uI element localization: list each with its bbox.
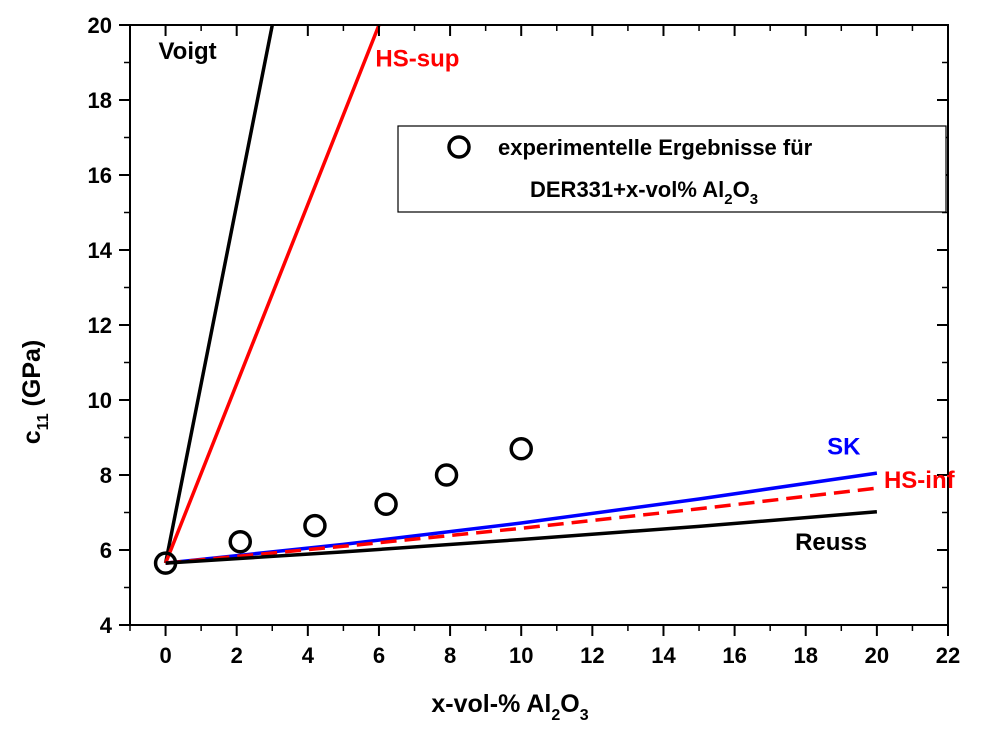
y-axis-title-rest: (GPa) — [18, 340, 46, 414]
y-tick-label: 18 — [88, 88, 112, 113]
x-tick-label: 0 — [159, 643, 171, 668]
series-line-voigt — [163, 25, 275, 564]
legend-line-1: experimentelle Ergebnisse für — [498, 135, 813, 160]
y-tick-label: 6 — [100, 538, 112, 563]
x-tick-label: 6 — [373, 643, 385, 668]
x-tick-label: 22 — [936, 643, 960, 668]
x-axis-title-main: x-vol-% Al — [431, 690, 551, 718]
series-label-sk: SK — [827, 433, 861, 460]
x-axis-title: x-vol-% Al2O3 — [431, 690, 588, 724]
series-label-hs-inf: HS-inf — [884, 467, 956, 494]
series-label-reuss: Reuss — [795, 529, 867, 556]
x-tick-label: 2 — [231, 643, 243, 668]
series-label-voigt: Voigt — [158, 38, 216, 65]
legend-marker — [447, 135, 471, 159]
y-tick-label: 8 — [100, 463, 112, 488]
data-point — [509, 437, 533, 461]
legend-line-2: DER331+x-vol% Al2O3 — [530, 177, 758, 208]
series-line-hs-sup — [163, 25, 381, 564]
series-line-reuss — [165, 510, 878, 565]
data-point — [303, 513, 327, 538]
x-tick-label: 8 — [444, 643, 456, 668]
x-axis-title-sub1: 2 — [551, 707, 560, 724]
data-point — [228, 530, 253, 554]
y-tick-label: 20 — [88, 13, 112, 38]
data-point — [153, 551, 178, 575]
legend-line-2-sub2: 3 — [750, 191, 758, 208]
legend-box — [397, 125, 947, 213]
x-tick-label: 14 — [651, 643, 676, 668]
x-axis-title-mid: O — [560, 690, 579, 718]
y-axis-title-main: c — [18, 430, 46, 444]
y-tick-label: 10 — [88, 388, 112, 413]
legend-line-2-sub1: 2 — [724, 191, 732, 208]
data-point — [434, 463, 459, 487]
x-tick-label: 12 — [580, 643, 604, 668]
x-tick-label: 18 — [793, 643, 817, 668]
legend-line-2-main: DER331+x-vol% Al — [530, 177, 724, 202]
series-line-hs-inf — [165, 486, 878, 565]
legend-line-2-mid: O — [733, 177, 750, 202]
series-layer — [163, 25, 878, 565]
y-tick-label: 4 — [100, 613, 113, 638]
y-tick-label: 12 — [88, 313, 112, 338]
x-tick-label: 16 — [722, 643, 746, 668]
x-tick-label: 4 — [302, 643, 315, 668]
series-line-sk — [165, 471, 878, 565]
series-label-hs-sup: HS-sup — [375, 45, 459, 72]
y-tick-label: 14 — [88, 238, 113, 263]
legend: experimentelle Ergebnisse für DER331+x-v… — [397, 125, 947, 213]
axes-layer: 0 2 4 6 8 10 12 14 16 18 20 22 4 6 8 10 12 14 16 18 20 Voigt H… — [88, 13, 961, 668]
y-tick-label: 16 — [88, 163, 112, 188]
data-point — [374, 492, 398, 516]
y-axis-title: c11 (GPa) — [18, 340, 52, 444]
x-axis-title-sub2: 3 — [580, 707, 589, 724]
x-tick-label: 10 — [509, 643, 533, 668]
x-tick-label: 20 — [865, 643, 889, 668]
y-axis-title-sub: 11 — [35, 413, 52, 430]
